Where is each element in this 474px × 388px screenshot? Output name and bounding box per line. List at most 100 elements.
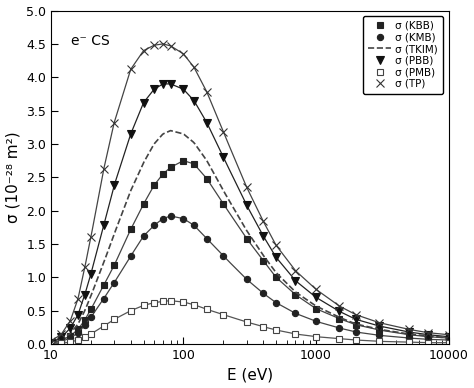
Line: σ (PMB): σ (PMB): [48, 298, 452, 347]
σ (PMB): [353, 338, 359, 342]
σ (KMB): [425, 337, 431, 342]
Line: σ (KBB): σ (KBB): [48, 158, 452, 346]
σ (PBB): [337, 309, 342, 314]
σ (KMB): [128, 254, 134, 258]
σ (KBB): [168, 165, 173, 170]
σ (TP): [48, 339, 54, 344]
σ (PBB): [204, 120, 210, 125]
σ (TP): [181, 52, 186, 56]
σ (PMB): [48, 342, 54, 346]
σ (KMB): [75, 330, 81, 335]
σ (TP): [75, 296, 81, 301]
σ (TP): [292, 268, 298, 273]
σ (TP): [220, 130, 226, 134]
σ (TP): [191, 65, 197, 69]
σ (KMB): [220, 254, 226, 258]
σ (TP): [151, 43, 157, 48]
σ (KBB): [425, 334, 431, 339]
σ (TP): [425, 330, 431, 335]
σ (KBB): [67, 334, 73, 338]
σ (PBB): [446, 334, 451, 339]
σ (KMB): [168, 214, 173, 218]
σ (PMB): [191, 302, 197, 307]
σ (KBB): [181, 158, 186, 163]
σ (KMB): [260, 291, 266, 296]
σ (PBB): [353, 317, 359, 322]
σ (KMB): [48, 341, 54, 346]
σ (KMB): [204, 236, 210, 241]
σ (PMB): [204, 307, 210, 312]
σ (KMB): [82, 323, 88, 328]
σ (KMB): [273, 300, 279, 305]
σ (KMB): [141, 234, 146, 238]
σ (PMB): [273, 328, 279, 333]
σ (PMB): [141, 303, 146, 308]
σ (PBB): [75, 312, 81, 317]
σ (KBB): [337, 316, 342, 321]
σ (TP): [88, 235, 94, 240]
σ (PBB): [273, 255, 279, 260]
σ (KBB): [88, 307, 94, 312]
σ (PMB): [101, 324, 107, 328]
σ (TP): [446, 333, 451, 337]
σ (PBB): [101, 223, 107, 228]
σ (TP): [101, 167, 107, 171]
σ (PBB): [141, 100, 146, 105]
σ (PMB): [446, 340, 451, 345]
Y-axis label: σ (10⁻²⁸ m²): σ (10⁻²⁸ m²): [6, 132, 20, 223]
σ (KBB): [273, 275, 279, 280]
σ (PMB): [88, 332, 94, 336]
σ (PMB): [292, 332, 298, 336]
σ (TP): [141, 48, 146, 53]
σ (KMB): [181, 217, 186, 221]
σ (PMB): [160, 299, 166, 304]
σ (PBB): [59, 335, 64, 340]
σ (PMB): [244, 320, 249, 324]
σ (KMB): [101, 296, 107, 301]
σ (KBB): [82, 318, 88, 322]
σ (TP): [260, 219, 266, 223]
σ (PBB): [220, 155, 226, 159]
σ (KMB): [406, 336, 411, 340]
σ (PMB): [425, 340, 431, 345]
σ (KBB): [204, 176, 210, 181]
σ (KMB): [313, 319, 319, 324]
σ (PBB): [244, 203, 249, 208]
σ (PBB): [406, 330, 411, 334]
σ (PMB): [260, 324, 266, 329]
Legend: σ (KBB), σ (KMB), σ (TKIM), σ (PBB), σ (PMB), σ (TP): σ (KBB), σ (KMB), σ (TKIM), σ (PBB), σ (…: [363, 16, 443, 94]
σ (TP): [128, 67, 134, 71]
σ (PMB): [181, 300, 186, 304]
σ (PBB): [111, 183, 117, 188]
σ (KBB): [151, 183, 157, 188]
σ (KMB): [337, 326, 342, 330]
σ (PBB): [168, 81, 173, 86]
σ (KMB): [111, 281, 117, 285]
σ (TP): [337, 304, 342, 308]
σ (KBB): [48, 340, 54, 345]
σ (KBB): [141, 202, 146, 206]
σ (KMB): [59, 339, 64, 344]
σ (PBB): [88, 272, 94, 276]
σ (PBB): [82, 292, 88, 297]
σ (PMB): [151, 300, 157, 305]
σ (TP): [204, 90, 210, 94]
σ (PMB): [376, 339, 382, 344]
σ (KBB): [353, 322, 359, 327]
σ (TP): [67, 319, 73, 323]
σ (PMB): [82, 335, 88, 340]
σ (PBB): [160, 81, 166, 86]
σ (KMB): [160, 217, 166, 221]
σ (PBB): [128, 132, 134, 136]
σ (PBB): [292, 278, 298, 283]
σ (TP): [353, 312, 359, 317]
σ (TP): [82, 265, 88, 270]
σ (PBB): [191, 98, 197, 103]
σ (KMB): [88, 315, 94, 320]
σ (PBB): [181, 87, 186, 92]
Line: σ (KMB): σ (KMB): [48, 213, 452, 346]
σ (PMB): [168, 298, 173, 303]
σ (PBB): [67, 326, 73, 330]
σ (PBB): [376, 324, 382, 328]
σ (KMB): [446, 338, 451, 342]
